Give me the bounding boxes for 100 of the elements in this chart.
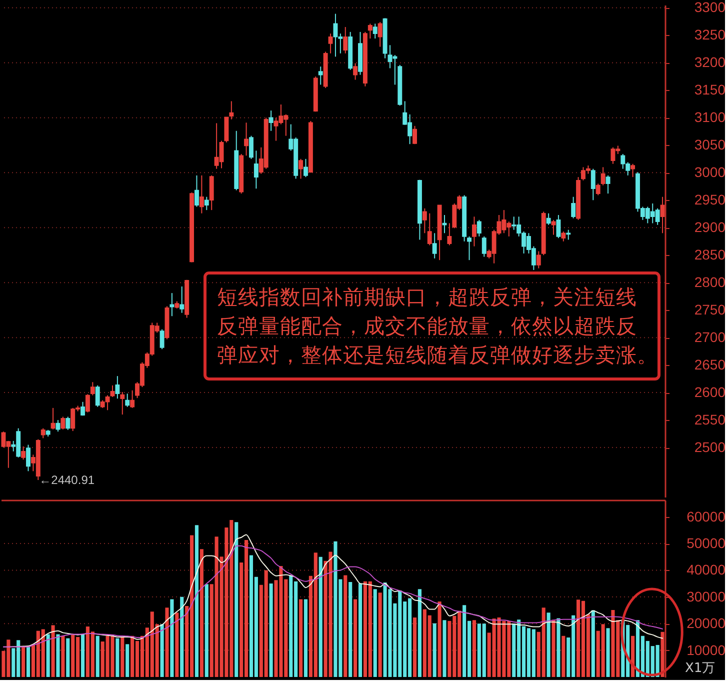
- candlestick: [80, 401, 85, 416]
- candlestick: [268, 110, 274, 132]
- candlestick: [244, 122, 249, 156]
- candlestick: [600, 166, 606, 186]
- bar: [170, 599, 174, 677]
- y-tick-label: 2650: [694, 356, 726, 373]
- candlestick: [40, 428, 46, 439]
- candlestick: [304, 158, 308, 178]
- candlestick: [298, 158, 304, 180]
- candlestick: [249, 135, 254, 160]
- bar: [194, 525, 199, 677]
- bar: [22, 646, 26, 677]
- bar: [180, 596, 184, 677]
- candlestick: [630, 163, 636, 178]
- y-tick-label: 2500: [694, 439, 726, 456]
- bar: [160, 624, 164, 677]
- candlestick: [170, 292, 174, 317]
- candlestick: [194, 174, 199, 208]
- bar: [120, 637, 124, 677]
- candlestick: [180, 286, 184, 314]
- bar: [418, 589, 422, 677]
- candlestick: [209, 174, 214, 211]
- y-tick-label: 3200: [694, 54, 726, 70]
- candlestick: [85, 394, 90, 413]
- bar: [660, 632, 664, 677]
- bar: [318, 556, 322, 677]
- candlestick: [130, 390, 135, 408]
- y-tick-label: 2700: [694, 329, 726, 346]
- bar: [96, 636, 100, 677]
- candlestick: [536, 250, 541, 269]
- bar: [354, 599, 358, 677]
- candlestick: [606, 174, 610, 194]
- y-tick-label: 20000: [686, 615, 726, 632]
- candlestick: [56, 420, 60, 432]
- candlestick: [556, 214, 561, 239]
- candlestick: [551, 219, 556, 236]
- candlestick: [442, 214, 447, 234]
- candlestick: [447, 222, 452, 246]
- candlestick: [50, 407, 56, 430]
- candlestick: [125, 393, 130, 408]
- candlestick: [204, 196, 209, 211]
- y-tick-label: 60000: [686, 508, 726, 524]
- candlestick: [566, 229, 571, 240]
- annotation: 短线指数回补前期缺口，超跌反弹，关注短线反弹量能配合，成交不能放量，依然以超跌反弹应对，整体还是短线随着反弹做好逐步卖涨。: [217, 285, 658, 367]
- candlestick: [343, 26, 348, 54]
- bar: [472, 620, 476, 677]
- candlestick: [254, 150, 258, 190]
- bar: [442, 620, 446, 677]
- candlestick: [467, 236, 472, 261]
- y-tick-label: 2600: [694, 384, 726, 400]
- candlestick: [224, 116, 229, 143]
- y-tick-label: 10000: [686, 642, 726, 658]
- bar: [556, 618, 560, 677]
- bar: [552, 620, 556, 677]
- bar: [348, 582, 352, 677]
- candlestick: [328, 33, 333, 54]
- y-tick-label: 2850: [694, 246, 726, 263]
- candlestick: [115, 376, 120, 400]
- bar: [61, 636, 65, 677]
- candlestick: [472, 216, 476, 247]
- candlestick: [372, 23, 378, 40]
- annotation: ←2440.91: [39, 473, 95, 488]
- y-tick-label: 2750: [694, 302, 726, 318]
- y-tick-label: 2900: [694, 219, 726, 236]
- bar: [26, 646, 30, 677]
- candlestick: [561, 230, 566, 242]
- candlestick: [318, 66, 323, 86]
- candlestick: [432, 232, 437, 259]
- bar: [304, 599, 308, 677]
- y-tick-label: 3250: [694, 26, 726, 43]
- y-tick-label: 3100: [694, 109, 726, 126]
- bar: [299, 599, 303, 677]
- candlestick: [482, 236, 486, 258]
- candlestick: [353, 62, 358, 80]
- candlestick: [422, 208, 427, 234]
- candlestick: [229, 100, 234, 120]
- candlestick: [427, 212, 432, 246]
- y-tick-label: 2550: [694, 412, 726, 428]
- candlestick: [660, 196, 665, 234]
- candlestick: [110, 384, 115, 398]
- bar: [234, 522, 238, 677]
- bar: [80, 634, 85, 677]
- bar: [46, 634, 50, 677]
- bar: [204, 584, 208, 677]
- y-tick-label: 40000: [686, 562, 726, 578]
- y-tick-label: 3300: [694, 0, 726, 16]
- bar: [126, 644, 130, 677]
- bar: [51, 625, 55, 677]
- candlestick: [546, 212, 551, 226]
- candlestick: [378, 22, 382, 48]
- candlestick: [90, 382, 95, 396]
- candlestick: [476, 219, 482, 237]
- bar: [373, 589, 377, 677]
- candlestick: [199, 174, 204, 214]
- y-tick-label: 2950: [694, 192, 726, 208]
- candlestick: [368, 23, 372, 40]
- candlestick: [95, 384, 100, 408]
- bar: [66, 638, 70, 677]
- candlestick: [571, 196, 576, 219]
- bar: [378, 592, 382, 677]
